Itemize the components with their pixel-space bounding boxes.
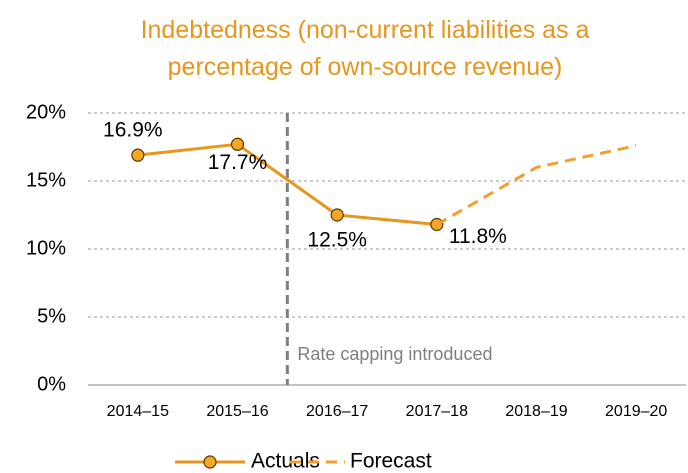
annotation: Rate capping introduced (297, 344, 492, 364)
marker (131, 148, 145, 162)
y-tick-label: 5% (37, 305, 66, 327)
marker (330, 208, 344, 222)
y-tick-label: 0% (37, 373, 66, 395)
data-label: 11.8% (449, 225, 507, 248)
y-tick-label: 10% (26, 237, 66, 259)
x-tick-label: 2015–16 (206, 403, 268, 420)
y-tick-label: 15% (26, 169, 66, 191)
y-tick-label: 20% (26, 101, 66, 123)
legend-label: Forecast (350, 450, 432, 473)
legend-label: Actuals (251, 450, 320, 473)
data-label: 12.5% (307, 229, 367, 252)
x-tick-label: 2016–17 (306, 403, 368, 420)
x-tick-label: 2018–19 (505, 403, 567, 420)
actuals-line (137, 142, 437, 227)
data-label: 17.7% (208, 151, 268, 174)
data-label: 16.9% (103, 119, 163, 142)
chart-title: Indebtedness (non-current liabilities as… (140, 16, 590, 81)
forecast-line (436, 144, 637, 226)
x-tick-label: 2019–20 (605, 403, 667, 420)
x-tick-label: 2014–15 (107, 403, 169, 420)
x-tick-label: 2017–18 (406, 403, 468, 420)
legend-marker (203, 455, 217, 469)
marker (230, 137, 245, 151)
